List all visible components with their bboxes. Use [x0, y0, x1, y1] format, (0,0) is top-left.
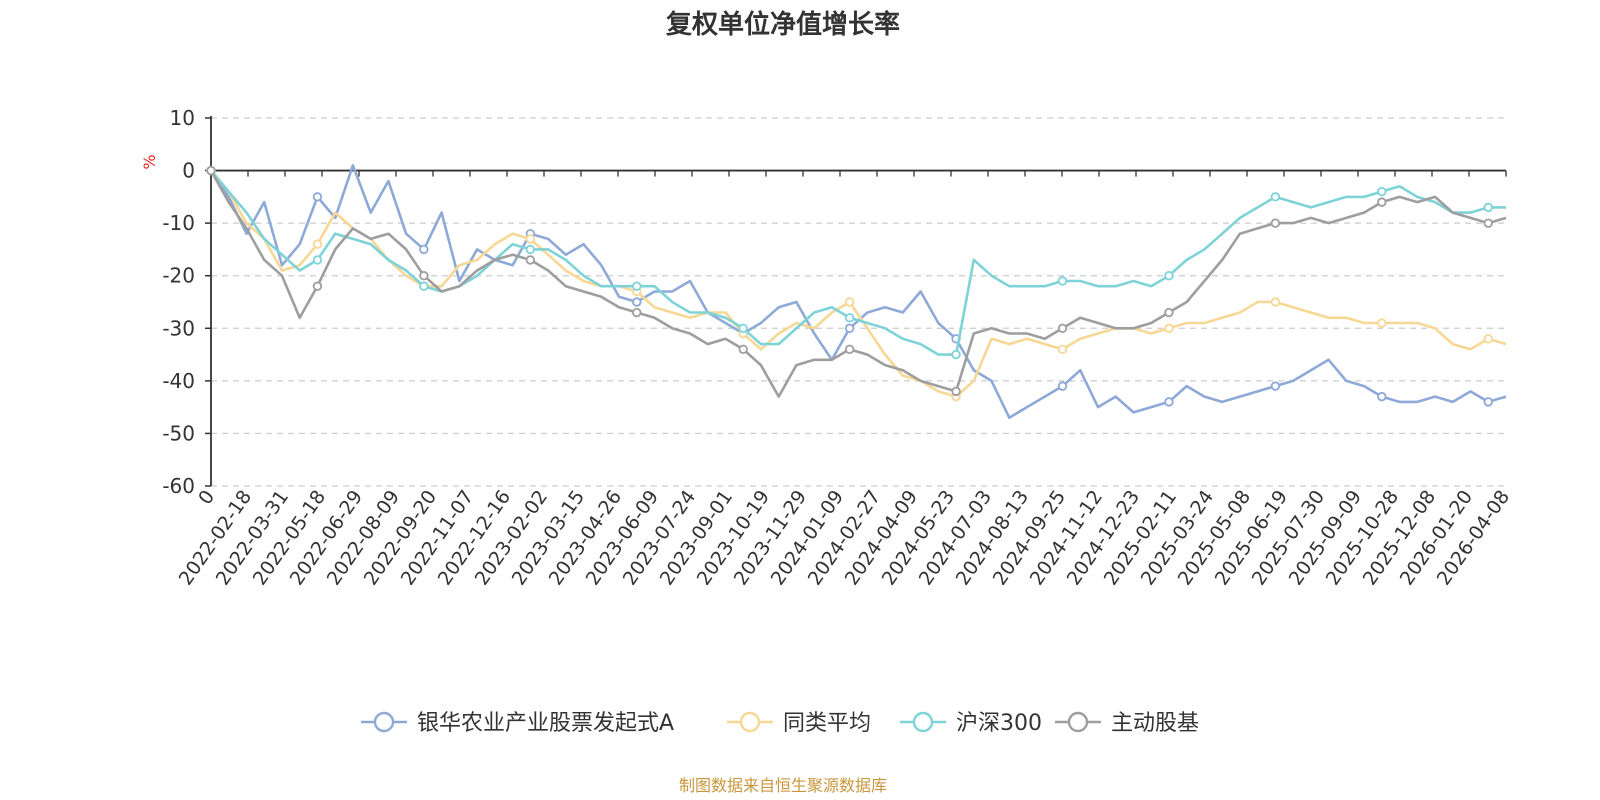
series-1-point-18 — [525, 234, 536, 244]
series-line-0 — [209, 164, 1507, 419]
x-tick-label-0: 0 — [194, 486, 219, 509]
series-1-point-54 — [1164, 323, 1174, 333]
series-lines — [206, 164, 1507, 419]
series-2-point-24 — [632, 281, 642, 291]
series-2-point-42 — [951, 349, 961, 360]
series-0-point-12 — [419, 244, 429, 255]
legend-label-3: 主动股基 — [1111, 711, 1199, 736]
x-axis-ticks: 02022-02-182022-03-312022-05-182022-06-2… — [175, 170, 1514, 589]
y-tick-label-1: 0 — [182, 159, 195, 183]
series-2-point-66 — [1377, 186, 1387, 197]
legend-label-0: 银华农业产业股票发起式A — [417, 711, 674, 736]
legend-swatch-marker-1 — [739, 711, 761, 733]
series-3-point-24 — [632, 307, 642, 318]
series-2-point-18 — [525, 244, 536, 255]
legend-item-0[interactable]: 银华农业产业股票发起式A — [361, 711, 674, 736]
axes — [210, 116, 1506, 486]
series-0-point-72 — [1483, 397, 1493, 407]
legend-swatch-marker-2 — [912, 711, 934, 733]
y-tick-label-6: -50 — [162, 421, 195, 445]
series-2-point-72 — [1483, 202, 1493, 213]
series-2-point-36 — [844, 313, 855, 323]
series-3-point-0 — [206, 165, 216, 176]
series-3-point-30 — [738, 344, 748, 355]
chart-title: 复权单位净值增长率 — [666, 9, 900, 40]
series-3-point-48 — [1057, 323, 1068, 333]
series-1-point-66 — [1377, 318, 1387, 328]
series-3-point-6 — [312, 281, 323, 291]
series-3-point-66 — [1377, 197, 1387, 207]
series-line-3 — [209, 169, 1507, 398]
series-3-point-42 — [951, 386, 961, 397]
series-0-point-66 — [1377, 391, 1387, 402]
legend-label-1: 同类平均 — [783, 711, 871, 736]
legend-item-1[interactable]: 同类平均 — [727, 711, 871, 736]
series-3-point-60 — [1270, 218, 1281, 228]
source-note: 制图数据来自恒生聚源数据库 — [679, 776, 887, 795]
grid-lines — [211, 117, 1506, 487]
series-line-1 — [210, 169, 1507, 398]
series-3-point-18 — [525, 255, 536, 265]
y-tick-label-2: -10 — [162, 211, 195, 235]
y-axis-ticks: 10 0 -10 -20 -30 -40 -50 -60 — [162, 106, 211, 498]
legend-swatch-marker-3 — [1067, 711, 1089, 733]
series-2-point-54 — [1164, 271, 1174, 281]
y-tick-label-5: -40 — [162, 369, 195, 393]
series-2-point-60 — [1270, 192, 1281, 202]
y-axis-label: % — [140, 154, 159, 169]
series-0-point-24 — [632, 297, 642, 307]
series-2-point-30 — [738, 323, 748, 333]
series-1-point-72 — [1483, 334, 1493, 344]
series-2-point-48 — [1057, 276, 1068, 286]
series-2-point-12 — [419, 281, 429, 291]
y-tick-label-7: -60 — [162, 474, 195, 498]
series-0-point-6 — [312, 192, 323, 202]
series-1-point-48 — [1057, 344, 1068, 355]
series-0-point-48 — [1057, 381, 1068, 391]
legend-label-2: 沪深300 — [956, 711, 1042, 736]
series-0-point-60 — [1270, 381, 1281, 391]
series-0-point-54 — [1164, 397, 1174, 407]
legend-item-3[interactable]: 主动股基 — [1055, 711, 1199, 736]
series-0-point-36 — [844, 323, 855, 333]
series-1-point-6 — [312, 239, 323, 249]
series-3-point-12 — [419, 271, 429, 281]
series-3-point-72 — [1483, 218, 1493, 228]
legend[interactable]: 银华农业产业股票发起式A 同类平均 沪深300 主动股基 — [361, 711, 1199, 736]
legend-swatch-marker-0 — [373, 711, 395, 733]
legend-item-2[interactable]: 沪深300 — [900, 711, 1042, 736]
y-tick-label-3: -20 — [162, 264, 195, 288]
series-3-point-36 — [844, 344, 855, 355]
series-1-point-60 — [1270, 297, 1281, 307]
series-line-2 — [210, 169, 1506, 356]
series-3-point-54 — [1164, 307, 1174, 318]
y-tick-label-4: -30 — [162, 316, 195, 340]
series-1-point-36 — [844, 297, 855, 307]
series-2-point-6 — [312, 255, 323, 265]
y-tick-label-0: 10 — [170, 106, 195, 130]
